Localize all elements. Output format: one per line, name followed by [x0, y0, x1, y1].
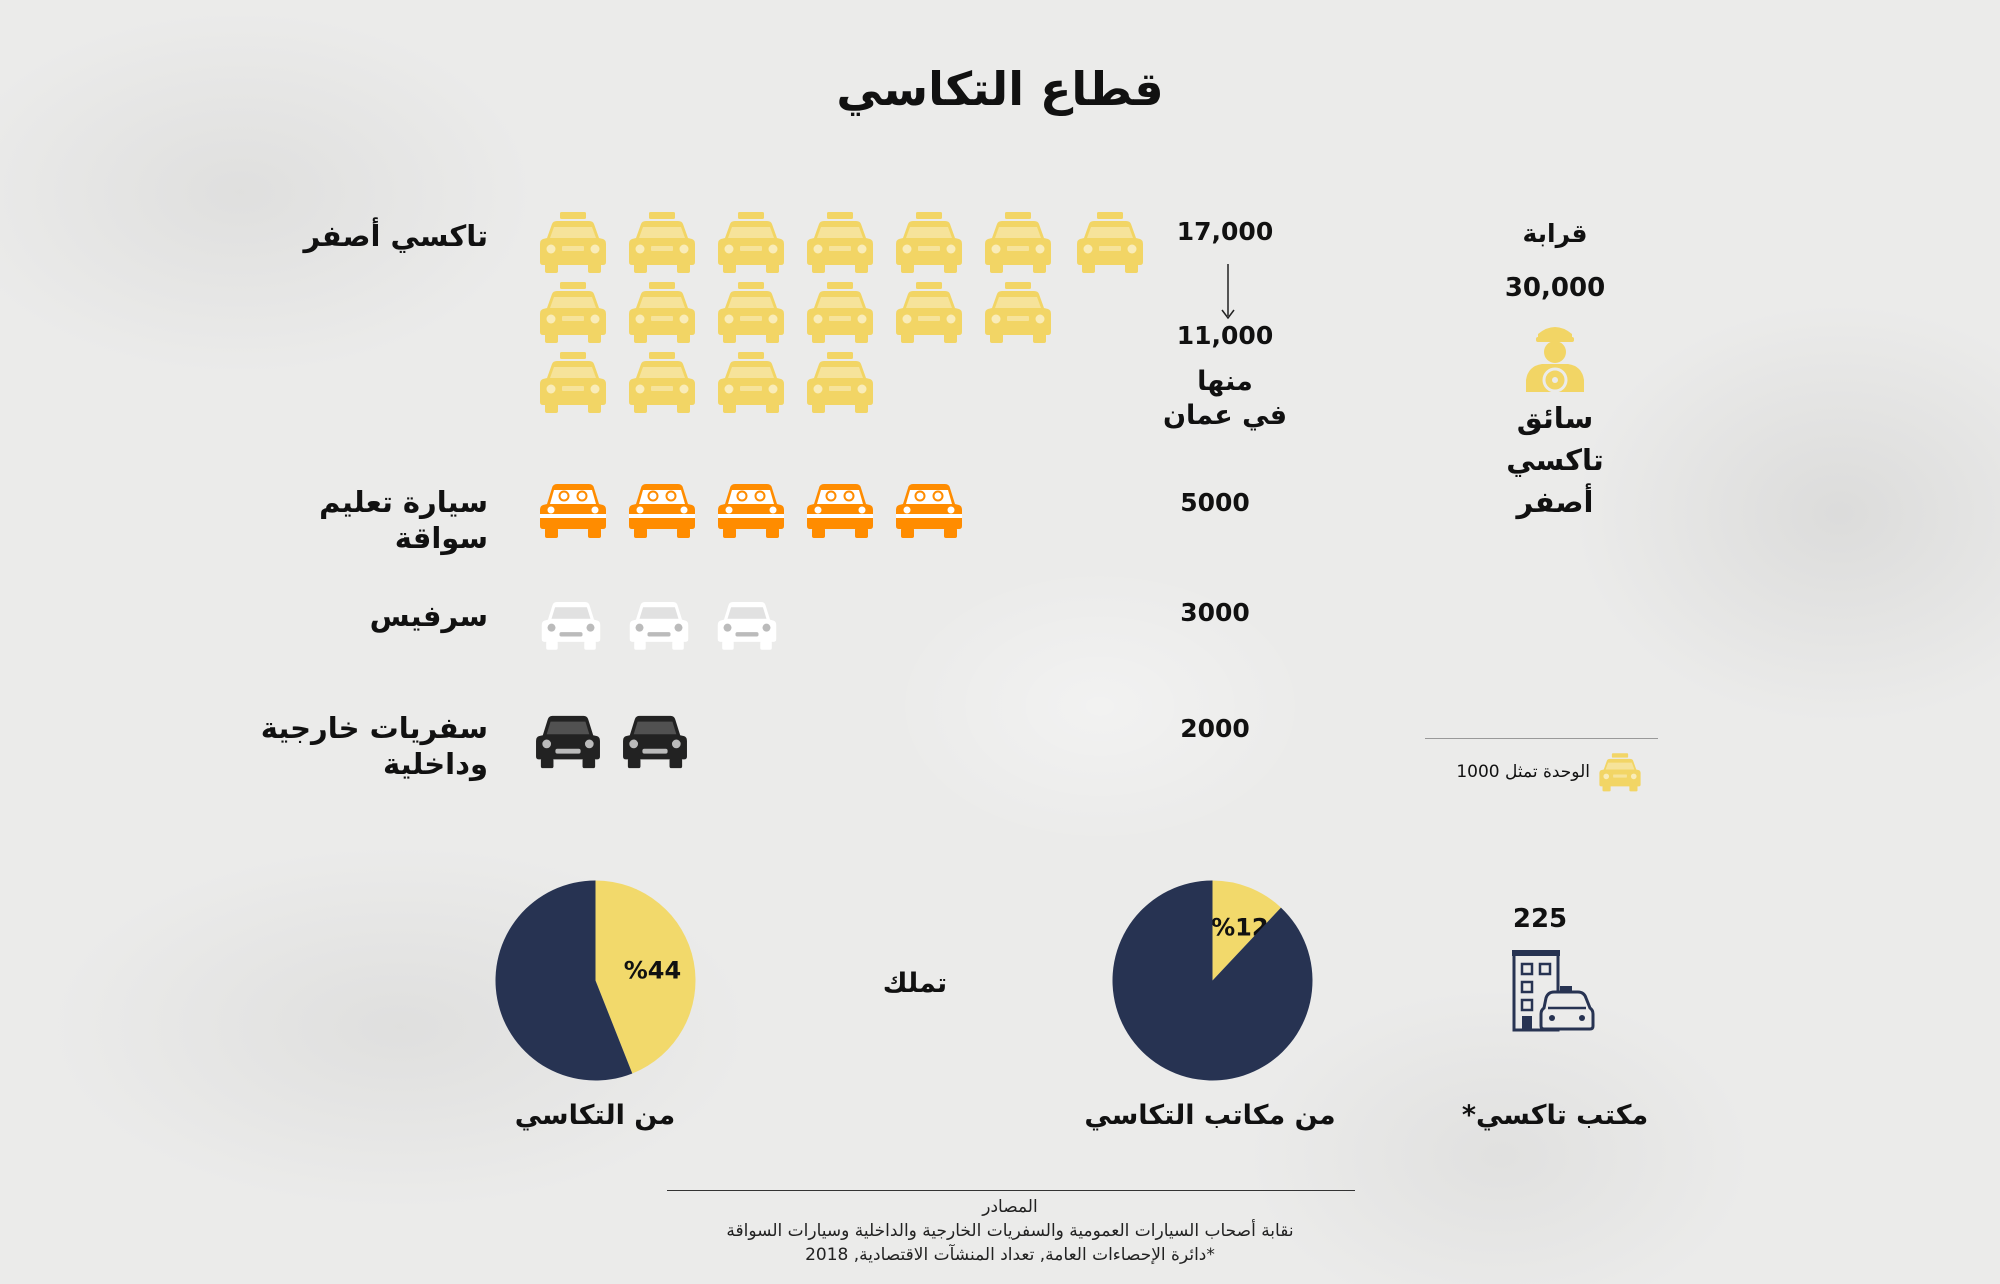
taxis-pie-chart: %44	[495, 880, 696, 1081]
yellow-taxi-amman: 11,000	[1176, 321, 1274, 350]
drivers-value: 30,000	[1504, 273, 1606, 303]
amman-note-2: في عمان	[1162, 400, 1288, 431]
row-label-yellow-taxi: تاكسي أصفر	[303, 219, 488, 253]
offices-pie-slice-0	[1212, 880, 1281, 981]
driving-school-label-1: سيارة تعليم	[319, 485, 488, 519]
driver-icon	[1520, 320, 1590, 393]
taxis-pie-caption: من التكاسي	[514, 1100, 676, 1131]
trips-car-icon	[532, 710, 604, 772]
offices-pie-chart: %12	[1112, 880, 1313, 1081]
driving-school-label-2: سواقة	[394, 521, 488, 556]
sources-line-1: نقابة أصحاب السيارات العمومية والسفريات …	[726, 1221, 1294, 1241]
service-car-icon	[716, 596, 778, 654]
legend-text: الوحدة تمثل 1000	[1456, 762, 1590, 782]
page-title: قطاع التكاسي	[836, 62, 1164, 116]
legend-divider	[1425, 738, 1658, 739]
trips-icons	[532, 710, 692, 780]
taxi-car-icon	[894, 210, 964, 274]
amman-note-1: منها	[1197, 366, 1253, 397]
service-value: 3000	[1180, 598, 1250, 627]
drivers-prefix: قرابة	[1522, 219, 1588, 248]
taxi-car-icon	[1075, 210, 1145, 274]
row-label-service: سرفيس	[369, 599, 488, 633]
taxi-car-icon	[983, 280, 1053, 344]
yellow-taxi-total: 17,000	[1176, 217, 1274, 246]
trips-label-2: وداخلية	[382, 747, 488, 782]
service-car-icon	[540, 596, 602, 654]
taxis-pie-percent-label: %44	[624, 957, 681, 985]
taxi-car-icon	[716, 350, 786, 414]
driving-school-car-icon	[805, 476, 875, 540]
driving-school-car-icon	[627, 476, 697, 540]
service-icons	[540, 596, 780, 666]
trips-value: 2000	[1180, 714, 1250, 743]
taxi-car-icon	[716, 280, 786, 344]
taxi-car-icon	[716, 210, 786, 274]
taxi-car-icon	[983, 210, 1053, 274]
drivers-line-2: تاكسي	[1506, 443, 1604, 477]
driving-school-car-icon	[538, 476, 608, 540]
sources-heading: المصادر	[982, 1197, 1038, 1217]
sources-divider	[667, 1190, 1355, 1191]
taxis-pie-slice-0	[595, 880, 696, 1074]
taxi-car-icon	[627, 280, 697, 344]
trips-car-icon	[619, 710, 691, 772]
row-label-driving-school: سيارة تعليم سواقة	[319, 484, 488, 557]
trips-label-1: سفريات خارجية	[260, 711, 488, 745]
taxi-car-icon	[538, 280, 608, 344]
driving-school-value: 5000	[1180, 488, 1250, 517]
drivers-line-3: أصفر	[1516, 485, 1594, 519]
taxi-car-icon	[538, 350, 608, 414]
offices-value: 225	[1512, 904, 1568, 934]
taxi-car-icon	[538, 210, 608, 274]
taxi-car-icon	[805, 350, 875, 414]
offices-pie-slice-1	[1112, 880, 1313, 1081]
taxis-pie-slice-1	[495, 880, 633, 1081]
taxi-car-icon	[805, 210, 875, 274]
taxi-car-icon	[894, 280, 964, 344]
yellow-taxi-icons	[538, 210, 1158, 420]
driving-school-car-icon	[716, 476, 786, 540]
taxi-car-icon	[805, 280, 875, 344]
taxi-office-icon	[1510, 948, 1596, 1034]
legend-taxi-icon	[1598, 752, 1642, 792]
offices-label: مكتب تاكسي*	[1461, 1100, 1649, 1131]
own-label: تملك	[882, 968, 948, 999]
sources-line-2: *دائرة الإحصاءات العامة, تعداد المنشآت ا…	[805, 1245, 1215, 1265]
taxi-car-icon	[627, 350, 697, 414]
drivers-line-1: سائق	[1516, 401, 1594, 435]
offices-pie-caption: من مكاتب التكاسي	[1084, 1100, 1336, 1131]
service-car-icon	[628, 596, 690, 654]
driving-school-icons	[538, 476, 958, 546]
row-label-trips: سفريات خارجية وداخلية	[261, 710, 488, 783]
taxi-car-icon	[627, 210, 697, 274]
down-arrow-icon	[1218, 262, 1238, 320]
driving-school-car-icon	[894, 476, 964, 540]
